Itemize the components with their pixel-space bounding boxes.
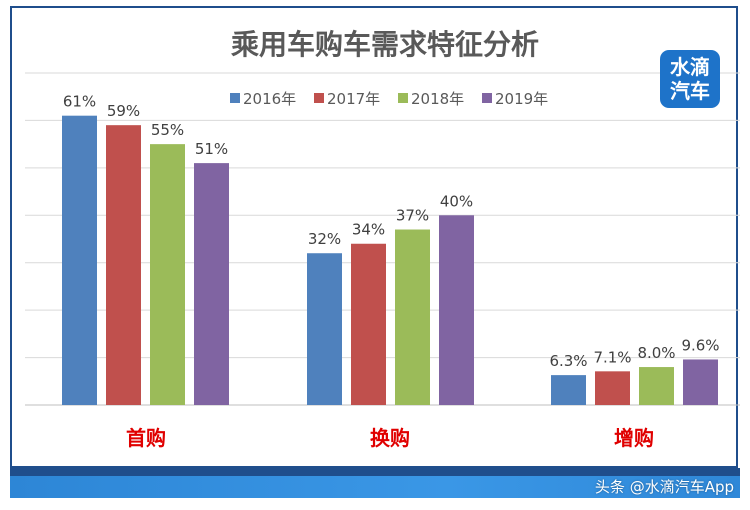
data-label: 9.6% <box>681 336 719 354</box>
data-label: 40% <box>440 192 473 210</box>
watermark-text: 头条 @水滴汽车App <box>594 478 734 496</box>
bar <box>439 215 474 405</box>
logo-text-line2: 汽车 <box>670 79 710 103</box>
category-label: 增购 <box>614 426 654 450</box>
data-label: 59% <box>107 102 140 120</box>
legend-swatch <box>398 93 408 103</box>
category-label: 首购 <box>126 426 166 450</box>
bar <box>307 253 342 405</box>
bar <box>639 367 674 405</box>
data-label: 51% <box>195 140 228 158</box>
bar <box>106 125 141 406</box>
bars <box>62 115 718 406</box>
footer-stripe <box>10 476 740 498</box>
bar <box>62 115 97 405</box>
data-label: 34% <box>352 221 385 239</box>
bar <box>150 144 185 405</box>
data-label: 8.0% <box>637 344 675 362</box>
legend-label: 2016年 <box>243 90 296 108</box>
legend-swatch <box>314 93 324 103</box>
data-labels: 61% 59% 55% 51% 32% 34% 37% 40% 6.3% 7.1% 8.0% 9.6% <box>63 93 720 370</box>
data-label: 55% <box>151 121 184 139</box>
legend-label: 2019年 <box>495 90 548 108</box>
bar <box>395 229 430 405</box>
data-label: 7.1% <box>593 348 631 366</box>
data-label: 37% <box>396 207 429 225</box>
legend-label: 2018年 <box>411 90 464 108</box>
brand-logo: 水滴 汽车 <box>660 50 720 108</box>
bar <box>194 163 229 405</box>
category-label: 换购 <box>370 426 410 450</box>
legend-swatch <box>230 93 240 103</box>
data-label: 32% <box>308 230 341 248</box>
data-label: 6.3% <box>549 352 587 370</box>
bar <box>351 243 386 405</box>
bar <box>551 375 586 405</box>
bar <box>595 371 630 405</box>
category-labels: 首购 换购 增购 <box>126 426 654 450</box>
legend-swatch <box>482 93 492 103</box>
legend-label: 2017年 <box>327 90 380 108</box>
legend: 2016年 2017年 2018年 2019年 <box>230 90 548 108</box>
bar <box>683 359 718 405</box>
logo-text-line1: 水滴 <box>670 55 710 79</box>
data-label: 61% <box>63 93 96 111</box>
chart-title: 乘用车购车需求特征分析 <box>231 28 539 61</box>
footer-stripe-dark <box>10 468 740 476</box>
